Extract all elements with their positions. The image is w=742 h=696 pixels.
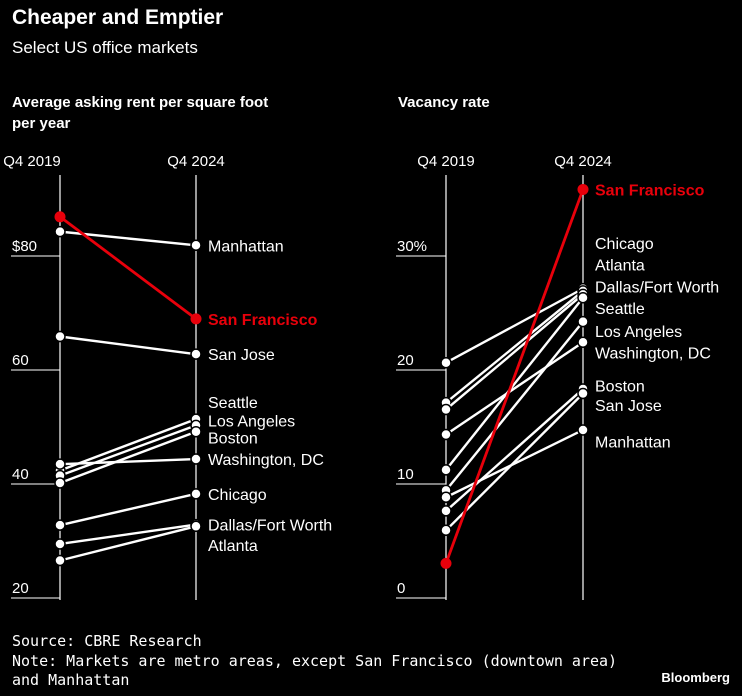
vacancy-line-dallas-fort-worth — [445, 293, 584, 411]
rent-label-washington-dc: Washington, DC — [208, 452, 324, 469]
rent-label-atlanta: Atlanta — [208, 538, 258, 555]
rent-panel-title: Average asking rent per square foot per … — [12, 92, 268, 134]
vacancy-label-chicago: Chicago — [595, 236, 654, 253]
vacancy-label-san-jose: San Jose — [595, 398, 662, 415]
vacancy-point-2024-san-francisco — [577, 183, 589, 195]
vacancy-label-dallas-fort-worth: Dallas/Fort Worth — [595, 279, 719, 296]
rent-line-seattle — [59, 418, 197, 472]
rent-point-2024-boston — [190, 425, 202, 438]
rent-line-atlanta — [59, 525, 197, 562]
rent-line-dallas-fort-worth — [59, 523, 197, 546]
vacancy-point-2019-chicago — [440, 356, 452, 369]
vacancy-point-2024-seattle — [577, 291, 589, 304]
rent-tick-label-20: 20 — [12, 580, 29, 597]
vacancy-line-washington-dc — [445, 341, 584, 436]
vacancy-panel-title: Vacancy rate — [398, 94, 490, 111]
vacancy-point-2019-washington-dc — [440, 428, 452, 441]
rent-line-washington-dc — [59, 457, 197, 466]
rent-label-manhattan: Manhattan — [208, 238, 284, 255]
rent-label-san-francisco: San Francisco — [208, 312, 318, 329]
rent-point-2019-washington-dc — [54, 458, 66, 470]
vacancy-line-los-angeles — [445, 320, 584, 492]
rent-label-chicago: Chicago — [208, 487, 267, 504]
vacancy-tick-label-20: 20 — [397, 352, 414, 369]
vacancy-line-manhattan — [445, 428, 584, 499]
vacancy-line-san-francisco — [444, 188, 585, 564]
rent-label-seattle: Seattle — [208, 395, 258, 412]
source-note: Source: CBRE Research — [12, 632, 202, 650]
vacancy-header-q4-2024: Q4 2024 — [554, 153, 612, 170]
vacancy-tick-label-10: 10 — [397, 466, 414, 483]
rent-point-2019-manhattan — [54, 225, 66, 238]
rent-panel-title-line2: per year — [12, 115, 71, 132]
vacancy-point-2019-san-francisco — [440, 557, 452, 569]
rent-label-dallas-fort-worth: Dallas/Fort Worth — [208, 518, 332, 535]
vacancy-label-seattle: Seattle — [595, 301, 645, 318]
rent-point-2019-dallas-fort-worth — [54, 538, 66, 550]
vacancy-line-boston — [445, 388, 584, 512]
vacancy-point-2019-san-jose — [440, 524, 452, 537]
vacancy-point-2019-boston — [440, 505, 452, 517]
rent-point-2024-manhattan — [190, 239, 202, 252]
rent-line-san-jose — [59, 335, 197, 356]
rent-point-2019-chicago — [54, 519, 66, 531]
rent-point-2024-san-jose — [190, 348, 202, 360]
vacancy-label-washington-dc: Washington, DC — [595, 345, 711, 362]
vacancy-point-2019-seattle — [440, 464, 452, 476]
rent-point-2019-san-francisco — [54, 211, 66, 223]
rent-point-2024-chicago — [190, 488, 202, 500]
rent-label-boston: Boston — [208, 430, 258, 447]
vacancy-tick-label-0: 0 — [397, 580, 405, 597]
rent-tick-label-40: 40 — [12, 466, 29, 483]
rent-point-2019-san-jose — [54, 330, 66, 343]
vacancy-point-2024-san-jose — [577, 387, 589, 400]
rent-point-2024-washington-dc — [190, 453, 202, 465]
rent-panel-title-line1: Average asking rent per square foot — [12, 94, 269, 111]
rent-label-los-angeles: Los Angeles — [208, 413, 295, 430]
chart-title: Cheaper and Emptier — [12, 6, 224, 29]
bloomberg-logo: Bloomberg — [661, 670, 730, 685]
vacancy-point-2024-manhattan — [577, 424, 589, 436]
rent-line-boston — [59, 430, 197, 485]
footnote-line-1: Note: Markets are metro areas, except Sa… — [12, 652, 618, 670]
chart-subtitle: Select US office markets — [12, 38, 198, 57]
rent-header-q4-2019: Q4 2019 — [3, 153, 61, 170]
vacancy-tick-label-30: 30% — [397, 238, 427, 255]
vacancy-point-2019-dallas-fort-worth — [440, 403, 452, 416]
vacancy-header-q4-2019: Q4 2019 — [417, 153, 475, 170]
rent-tick-label-80: $80 — [12, 238, 37, 255]
vacancy-line-san-jose — [445, 392, 584, 532]
vacancy-label-atlanta: Atlanta — [595, 258, 645, 275]
rent-point-2019-boston — [54, 477, 66, 489]
rent-point-2019-atlanta — [54, 554, 66, 567]
rent-line-los-angeles — [59, 424, 197, 477]
vacancy-point-2019-manhattan — [440, 491, 452, 503]
vacancy-label-manhattan: Manhattan — [595, 434, 671, 451]
rent-line-san-francisco — [59, 215, 197, 320]
vacancy-point-2024-los-angeles — [577, 315, 589, 328]
vacancy-label-san-francisco: San Francisco — [595, 182, 705, 199]
vacancy-line-seattle — [445, 296, 584, 471]
rent-label-san-jose: San Jose — [208, 347, 275, 364]
rent-tick-label-60: 60 — [12, 352, 29, 369]
vacancy-label-los-angeles: Los Angeles — [595, 324, 682, 341]
vacancy-point-2024-washington-dc — [577, 336, 589, 348]
vacancy-line-atlanta — [445, 289, 584, 404]
footnote-line-2: and Manhattan — [12, 671, 130, 689]
rent-point-2024-atlanta — [190, 520, 202, 533]
rent-line-chicago — [59, 492, 197, 527]
rent-header-q4-2024: Q4 2024 — [167, 153, 225, 170]
vacancy-line-chicago — [445, 287, 584, 364]
rent-point-2024-san-francisco — [190, 313, 202, 325]
vacancy-label-boston: Boston — [595, 379, 645, 396]
